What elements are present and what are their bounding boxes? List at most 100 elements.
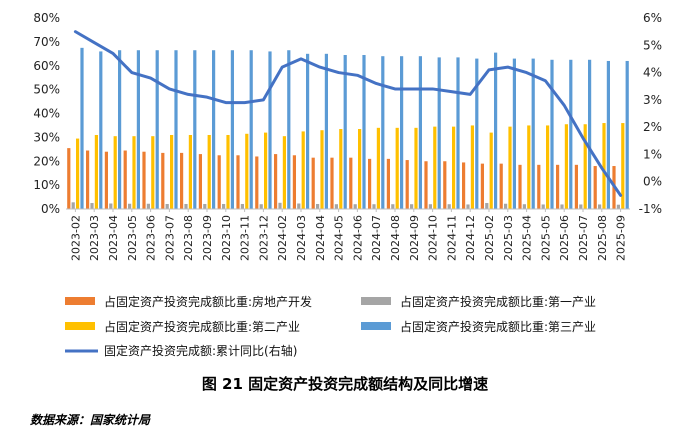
- right-axis-tick-label: 5%: [643, 38, 662, 52]
- bar-secondary-2024-09: [414, 127, 418, 209]
- bar-tertiary-2023-11: [249, 50, 253, 210]
- bar-primary-2023-11: [240, 203, 244, 209]
- bar-primary-2025-05: [541, 204, 545, 209]
- x-tick-label: 2023-12: [257, 215, 270, 261]
- x-tick-label: 2025-05: [539, 215, 552, 261]
- bar-primary-2025-09: [616, 204, 620, 209]
- bar-real-estate-2024-07: [368, 158, 372, 209]
- legend-label-secondary: 占固定资产投资完成额比重:第二产业: [104, 319, 300, 334]
- x-tick-label: 2025-08: [596, 215, 609, 261]
- bar-real-estate-2025-05: [537, 164, 541, 209]
- bar-real-estate-2024-04: [311, 157, 315, 209]
- bar-tertiary-2025-09: [625, 60, 629, 209]
- x-tick-label: 2024-08: [389, 215, 402, 261]
- bar-primary-2025-02: [485, 203, 489, 209]
- bar-primary-2023-07: [165, 203, 169, 209]
- right-axis-tick-label: 2%: [643, 120, 662, 134]
- bar-primary-2024-09: [410, 204, 414, 209]
- x-tick-label: 2025-04: [521, 215, 534, 261]
- bar-secondary-2023-09: [207, 134, 211, 209]
- bar-primary-2023-04: [109, 203, 113, 209]
- bar-tertiary-2024-11: [456, 57, 460, 209]
- bar-real-estate-2023-03: [86, 150, 90, 209]
- bar-tertiary-2025-08: [606, 60, 610, 209]
- bar-secondary-2024-07: [376, 127, 380, 209]
- legend-swatch-real-estate: [65, 297, 95, 305]
- left-axis-tick-label: 70%: [33, 35, 60, 49]
- bar-tertiary-2025-07: [588, 59, 592, 209]
- bar-secondary-2024-11: [452, 126, 456, 209]
- bar-primary-2025-07: [579, 204, 583, 209]
- bar-tertiary-2024-06: [362, 55, 366, 210]
- bar-tertiary-2024-04: [324, 53, 328, 210]
- bar-tertiary-2024-05: [343, 55, 347, 210]
- bar-real-estate-2023-10: [217, 155, 221, 209]
- bar-real-estate-2024-10: [424, 161, 428, 209]
- left-axis-tick-label: 30%: [33, 130, 60, 144]
- bar-tertiary-2024-12: [475, 58, 479, 210]
- x-tick-label: 2024-12: [464, 215, 477, 261]
- bar-tertiary-2023-10: [230, 50, 234, 210]
- x-tick-label: 2023-10: [220, 215, 233, 261]
- bar-primary-2023-09: [203, 203, 207, 209]
- x-tick-label: 2023-04: [107, 215, 120, 261]
- bar-primary-2023-12: [259, 204, 263, 209]
- bar-primary-2024-04: [316, 203, 320, 209]
- bar-tertiary-2025-04: [531, 58, 535, 210]
- bar-primary-2023-06: [146, 203, 150, 209]
- bar-real-estate-2024-11: [443, 161, 447, 209]
- bar-secondary-2025-06: [564, 124, 568, 209]
- x-tick-label: 2024-10: [427, 215, 440, 261]
- bar-secondary-2023-02: [76, 138, 80, 209]
- bar-secondary-2023-11: [245, 133, 249, 209]
- bar-secondary-2024-08: [395, 127, 399, 209]
- x-tick-labels: 2023-02 2023-03 2023-04 2023-05 2023-06 2023-…: [69, 215, 627, 261]
- left-axis-tick-label: 10%: [33, 178, 60, 192]
- left-axis-tick-label: 40%: [33, 107, 60, 121]
- bar-secondary-2023-04: [113, 136, 117, 209]
- bar-secondary-2023-03: [94, 134, 98, 209]
- bar-primary-2025-08: [598, 204, 602, 209]
- bar-real-estate-2025-08: [593, 166, 597, 209]
- bar-primary-2024-02: [278, 202, 282, 209]
- bar-secondary-2025-08: [602, 123, 606, 209]
- bar-primary-2025-03: [504, 203, 508, 209]
- bar-tertiary-2023-05: [136, 50, 140, 210]
- right-axis-tick-label: 6%: [643, 11, 662, 25]
- legend: 占固定资产投资完成额比重:房地产开发 占固定资产投资完成额比重:第一产业 占固定…: [65, 294, 596, 358]
- bar-real-estate-2025-02: [480, 163, 484, 209]
- bar-real-estate-2023-09: [198, 154, 202, 209]
- bar-tertiary-2023-06: [155, 50, 159, 210]
- bar-real-estate-2024-03: [292, 155, 296, 209]
- bar-secondary-2025-05: [546, 125, 550, 209]
- bar-tertiary-2023-12: [268, 51, 272, 210]
- bar-real-estate-2023-12: [255, 156, 259, 209]
- bar-real-estate-2024-09: [405, 160, 409, 209]
- bar-secondary-2023-12: [264, 132, 268, 209]
- x-tick-label: 2024-05: [333, 215, 346, 261]
- x-tick-label: 2023-07: [163, 215, 176, 261]
- x-tick-label: 2023-05: [126, 215, 139, 261]
- x-tick-label: 2023-06: [145, 215, 158, 261]
- x-tick-label: 2025-07: [577, 215, 590, 261]
- x-tick-label: 2024-02: [276, 215, 289, 261]
- x-tick-label: 2024-09: [408, 215, 421, 261]
- bar-tertiary-2023-02: [80, 47, 84, 210]
- bar-secondary-2024-05: [339, 129, 343, 209]
- bar-secondary-2023-10: [226, 134, 230, 209]
- bar-real-estate-2023-08: [180, 152, 184, 209]
- legend-swatch-tertiary: [361, 322, 391, 330]
- x-tick-label: 2025-03: [502, 215, 515, 261]
- x-tick-label: 2023-02: [69, 215, 82, 261]
- bar-tertiary-2023-09: [212, 50, 216, 210]
- legend-label-primary: 占固定资产投资完成额比重:第一产业: [400, 294, 596, 309]
- right-axis-tick-label: 1%: [643, 147, 662, 161]
- bar-real-estate-2024-05: [330, 157, 334, 209]
- x-tick-label: 2025-06: [558, 215, 571, 261]
- left-axis-tick-label: 60%: [33, 59, 60, 73]
- right-axis-tick-label: 4%: [643, 66, 662, 80]
- bar-tertiary-2024-08: [400, 56, 404, 210]
- bar-real-estate-2023-07: [161, 152, 165, 209]
- bar-secondary-2025-03: [508, 126, 512, 209]
